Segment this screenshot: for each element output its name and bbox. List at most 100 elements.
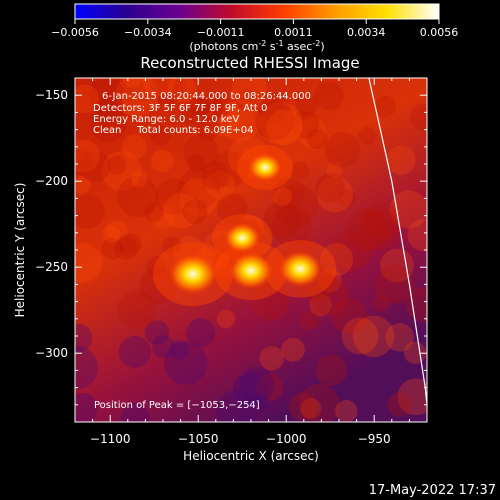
- x-tick-label: −950: [358, 432, 391, 446]
- texture-blob: [409, 103, 427, 132]
- texture-blob: [341, 317, 379, 355]
- texture-blob: [259, 101, 303, 145]
- texture-blob: [118, 232, 142, 256]
- texture-blob: [154, 178, 192, 215]
- texture-blob: [299, 239, 316, 256]
- texture-blob: [273, 176, 306, 209]
- footer-timestamp: 17-May-2022 17:37: [369, 483, 496, 498]
- source-core: [224, 222, 261, 253]
- texture-blob: [75, 392, 98, 422]
- texture-blob: [178, 167, 221, 210]
- colorbar-tick-label: −0.0034: [124, 26, 172, 39]
- texture-blob: [309, 293, 332, 317]
- texture-blob: [205, 171, 235, 200]
- texture-blob: [131, 171, 148, 188]
- heatmap-image: [75, 78, 427, 422]
- x-tick-label: −1050: [178, 432, 219, 446]
- info-clean-counts: Clean Total counts: 6.09E+04: [93, 125, 253, 136]
- texture-blob: [189, 96, 210, 117]
- texture-blob: [210, 97, 230, 118]
- texture-blob: [143, 202, 164, 222]
- texture-blob: [179, 177, 219, 217]
- texture-blob: [150, 149, 174, 173]
- texture-blob: [315, 355, 347, 387]
- texture-blob: [233, 372, 269, 408]
- texture-blob: [309, 276, 350, 316]
- texture-blob: [107, 155, 127, 175]
- source-core: [228, 252, 274, 290]
- texture-blob: [345, 207, 389, 252]
- texture-blob: [361, 201, 400, 240]
- y-tick-label: −300: [35, 346, 68, 360]
- texture-blob: [163, 341, 208, 385]
- texture-blob: [407, 218, 427, 252]
- texture-blob: [372, 294, 390, 312]
- texture-blob: [75, 242, 103, 283]
- texture-blob: [75, 323, 93, 353]
- texture-blob: [259, 346, 284, 371]
- texture-blob: [95, 94, 125, 123]
- texture-blob: [144, 320, 170, 345]
- source-core: [248, 153, 282, 182]
- texture-blob: [79, 150, 111, 182]
- texture-blob: [75, 175, 91, 194]
- texture-blob: [263, 200, 302, 239]
- texture-blob: [162, 236, 182, 256]
- texture-blob: [146, 256, 168, 277]
- texture-blob: [75, 194, 105, 230]
- texture-blob: [139, 266, 177, 305]
- texture-blob: [182, 199, 208, 224]
- texture-blob: [231, 78, 268, 106]
- texture-blob: [331, 298, 368, 335]
- texture-blob: [358, 126, 377, 146]
- texture-blob: [89, 105, 127, 143]
- y-tick-label: −150: [35, 88, 68, 102]
- texture-blob: [288, 392, 317, 421]
- texture-blob: [324, 131, 361, 168]
- info-energy-range: Energy Range: 6.0 - 12.0 keV: [93, 114, 239, 125]
- texture-blob: [89, 78, 125, 112]
- texture-blob: [216, 309, 236, 329]
- texture-blob: [75, 149, 93, 175]
- texture-blob: [114, 236, 139, 260]
- y-tick-label: −250: [35, 260, 68, 274]
- source-core: [168, 254, 217, 295]
- source-core: [278, 250, 322, 287]
- texture-blob: [117, 175, 159, 217]
- colorbar-tick-label: 0.0034: [347, 26, 386, 39]
- chart-title: Reconstructed RHESSI Image: [140, 54, 359, 72]
- texture-blob: [167, 78, 197, 103]
- texture-blob: [273, 187, 293, 206]
- texture-blob: [326, 161, 343, 178]
- texture-blob: [397, 378, 427, 416]
- texture-blob: [118, 335, 151, 368]
- texture-blob: [150, 203, 176, 229]
- texture-blob: [385, 323, 414, 352]
- texture-blob: [150, 78, 186, 105]
- texture-blob: [186, 318, 216, 348]
- texture-blob: [142, 78, 176, 96]
- info-time-range: 6-Jan-2015 08:20:44.000 to 08:26:44.000: [102, 91, 311, 102]
- texture-blob: [183, 134, 219, 170]
- texture-blob: [374, 264, 415, 304]
- texture-blob: [150, 124, 171, 146]
- texture-blob: [101, 150, 142, 192]
- texture-blob: [115, 78, 159, 117]
- colorbar-tick-label: 0.0056: [420, 26, 459, 39]
- texture-blob: [169, 340, 190, 360]
- x-axis-ticks: −1100 −1050 −1000 −950: [74, 78, 428, 446]
- texture-blob: [337, 189, 357, 209]
- texture-blob: [299, 310, 320, 331]
- colorbar-tick-label: −0.0056: [51, 26, 99, 39]
- texture-blob: [203, 101, 231, 130]
- texture-blob: [256, 374, 284, 402]
- texture-blob: [374, 95, 396, 118]
- x-tick-label: −1100: [90, 432, 131, 446]
- texture-blob: [187, 154, 205, 173]
- texture-blob: [290, 161, 310, 180]
- texture-blob: [200, 161, 230, 190]
- colorbar: [74, 3, 440, 20]
- colorbar-units: (photons cm-2 s-1 asec-2): [189, 39, 324, 53]
- texture-blob: [117, 290, 156, 330]
